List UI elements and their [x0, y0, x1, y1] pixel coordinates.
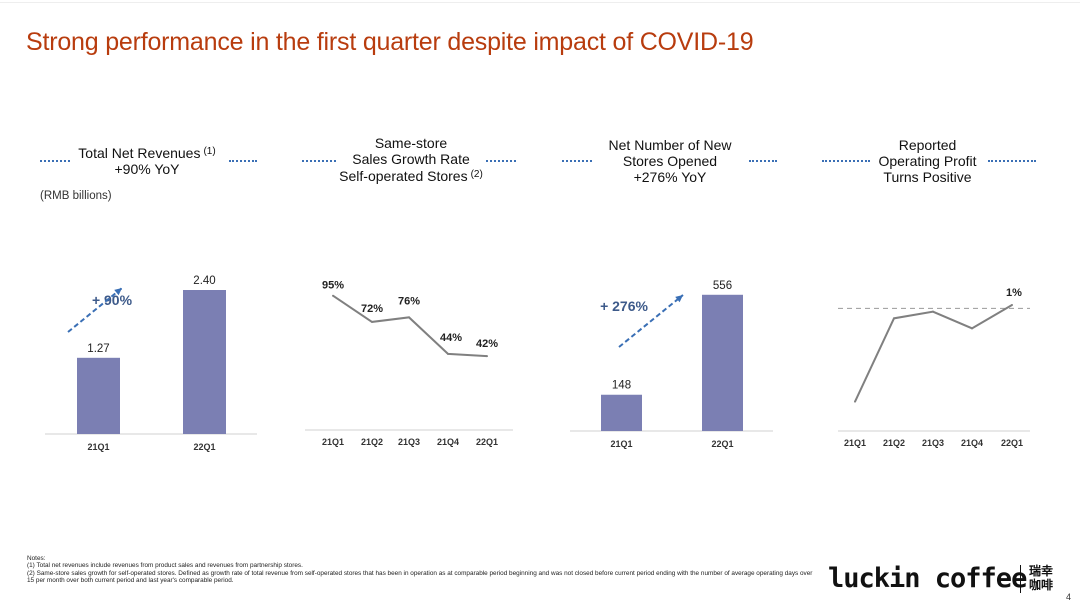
data-label-22Q1: 1% — [1006, 287, 1022, 299]
header-dots-right-2 — [486, 160, 516, 162]
revenue-bar-chart: 1.27 21Q1 2.40 22Q1 + 90% — [45, 275, 257, 452]
bar-22Q1 — [183, 290, 226, 434]
panel-header-4-line-2: Operating Profit — [878, 153, 977, 169]
data-label-22Q1: 556 — [713, 280, 732, 292]
notes-heading: Notes: — [27, 555, 46, 562]
panel-header-2-line-3: Self-operated Stores — [339, 168, 468, 184]
tick-21Q1: 21Q1 — [322, 437, 344, 447]
top-rule — [0, 2, 1080, 3]
tick-22Q1: 22Q1 — [711, 439, 733, 449]
point-21Q1 — [332, 294, 334, 297]
note-2: (2) Same-store sales growth for self-ope… — [27, 569, 813, 585]
growth-arrow-head — [114, 288, 122, 296]
panel-header-1-line-2: +90% YoY — [114, 161, 180, 177]
operating-profit-line-chart: 21Q1 21Q2 21Q3 21Q4 1% 22Q1 — [838, 287, 1030, 448]
unit-label: (RMB billions) — [40, 190, 112, 202]
header-dots-left-4 — [822, 160, 870, 162]
panel-header-3-line-2: Stores Opened — [622, 153, 718, 169]
tick-21Q4: 21Q4 — [961, 438, 983, 448]
point-21Q3 — [932, 310, 934, 313]
bar-21Q1 — [77, 357, 120, 434]
panel-header-4: Reported Operating Profit Turns Positive — [870, 137, 985, 185]
panel-header-4-line-1: Reported — [898, 137, 957, 153]
header-dots-right-3 — [749, 160, 777, 162]
data-label-21Q4: 44% — [440, 332, 462, 344]
panel-header-2-line-2: Sales Growth Rate — [352, 151, 470, 167]
tick-21Q4: 21Q4 — [437, 437, 459, 447]
panel-header-4-line-3: Turns Positive — [883, 169, 972, 185]
growth-annotation: + 276% — [600, 298, 648, 314]
point-21Q4 — [971, 327, 973, 330]
tick-21Q2: 21Q2 — [361, 437, 383, 447]
note-1: (1) Total net revenues include revenues … — [27, 562, 303, 570]
data-label-21Q3: 76% — [398, 295, 420, 307]
point-21Q3 — [408, 316, 410, 319]
tick-21Q1: 21Q1 — [844, 438, 866, 448]
page-title: Strong performance in the first quarter … — [26, 28, 754, 56]
header-dots-right-4 — [988, 160, 1036, 162]
data-label-21Q1: 95% — [322, 280, 344, 292]
header-dots-left-3 — [562, 160, 592, 162]
panel-header-1-line-1: Total Net Revenues — [78, 145, 201, 161]
point-22Q1 — [1011, 304, 1013, 306]
panel-header-2: Same-store Sales Growth Rate Self-operat… — [336, 135, 486, 184]
tick-21Q1: 21Q1 — [87, 442, 109, 452]
luckin-logo: luckin coffee — [828, 563, 1027, 594]
logo-separator — [1020, 565, 1021, 593]
stores-bar-chart: 148 21Q1 556 22Q1 + 276% — [570, 280, 773, 449]
footnotes: Notes: (1) Total net revenues include re… — [27, 555, 817, 585]
same-store-line-chart: 95% 21Q1 72% 21Q2 76% 21Q3 44% 21Q4 42% 22Q1 — [305, 280, 513, 447]
series-line — [854, 304, 1013, 403]
tick-22Q1: 22Q1 — [476, 437, 498, 447]
header-dots-left-1 — [40, 160, 70, 162]
panel-header-2-line-1: Same-store — [374, 135, 448, 151]
tick-22Q1: 22Q1 — [193, 442, 215, 452]
tick-22Q1: 22Q1 — [1001, 438, 1023, 448]
data-label-22Q1: 2.40 — [193, 275, 215, 287]
panel-header-3-line-3: +276% YoY — [633, 169, 707, 185]
growth-arrow — [67, 287, 123, 333]
header-dots-left-2 — [302, 160, 336, 162]
panel-header-3: Net Number of New Stores Opened +276% Yo… — [596, 137, 744, 185]
bar-21Q1 — [601, 394, 642, 431]
tick-21Q3: 21Q3 — [922, 438, 944, 448]
tick-21Q1: 21Q1 — [610, 439, 632, 449]
page-number: 4 — [1066, 592, 1072, 602]
bar-22Q1 — [702, 294, 743, 431]
growth-arrow-head — [675, 295, 683, 303]
point-21Q4 — [447, 352, 449, 355]
data-label-21Q2: 72% — [361, 303, 383, 315]
tick-21Q2: 21Q2 — [883, 438, 905, 448]
tick-21Q3: 21Q3 — [398, 437, 420, 447]
point-21Q2 — [371, 320, 373, 323]
panel-header-1-note: (1) — [203, 146, 216, 157]
growth-arrow — [618, 294, 684, 348]
data-label-22Q1: 42% — [476, 338, 498, 350]
point-21Q1 — [854, 400, 856, 403]
panel-header-2-note: (2) — [470, 169, 483, 180]
panel-header-3-line-1: Net Number of New — [608, 137, 732, 153]
logo-chinese: 瑞幸咖啡 — [1029, 564, 1054, 592]
data-label-21Q1: 148 — [612, 380, 631, 392]
point-21Q2 — [893, 317, 895, 320]
data-label-21Q1: 1.27 — [87, 343, 109, 355]
growth-annotation: + 90% — [92, 292, 133, 308]
point-22Q1 — [486, 355, 488, 358]
header-dots-right-1 — [229, 160, 257, 162]
panel-header-1: Total Net Revenues (1) +90% YoY — [72, 144, 222, 177]
